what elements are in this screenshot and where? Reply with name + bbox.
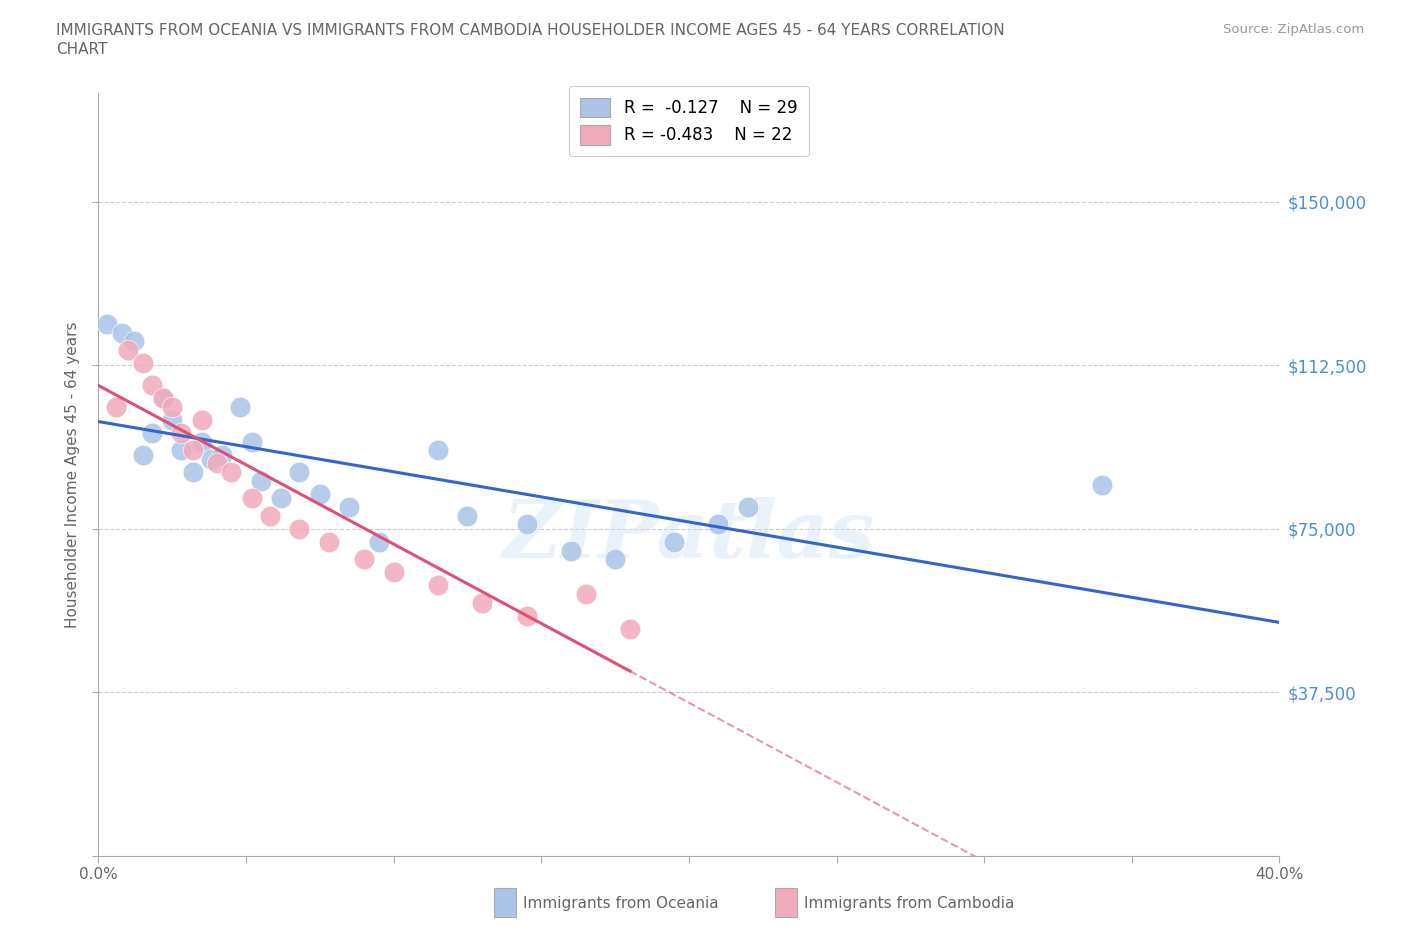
Point <box>240 491 263 506</box>
Point <box>152 391 174 405</box>
Point <box>181 443 204 458</box>
Point <box>270 491 292 506</box>
Point <box>170 443 193 458</box>
Point <box>221 465 243 480</box>
Point <box>368 535 391 550</box>
Point <box>259 509 281 524</box>
Point <box>619 621 641 636</box>
Point <box>111 326 134 340</box>
Text: ZIPatlas: ZIPatlas <box>503 497 875 574</box>
Point <box>105 399 128 414</box>
Point <box>1091 478 1114 493</box>
Point <box>560 543 582 558</box>
Point <box>141 378 163 392</box>
Point <box>117 342 139 357</box>
Text: CHART: CHART <box>56 42 108 57</box>
Point <box>132 447 155 462</box>
Point <box>707 517 730 532</box>
Point <box>170 425 193 440</box>
Point <box>339 499 361 514</box>
Point <box>200 452 222 467</box>
Point <box>132 356 155 371</box>
Text: Source: ZipAtlas.com: Source: ZipAtlas.com <box>1223 23 1364 36</box>
Point <box>122 334 145 349</box>
Point <box>318 535 340 550</box>
Text: IMMIGRANTS FROM OCEANIA VS IMMIGRANTS FROM CAMBODIA HOUSEHOLDER INCOME AGES 45 -: IMMIGRANTS FROM OCEANIA VS IMMIGRANTS FR… <box>56 23 1005 38</box>
Legend: R =  -0.127    N = 29, R = -0.483    N = 22: R = -0.127 N = 29, R = -0.483 N = 22 <box>569 86 808 156</box>
Text: Immigrants from Oceania: Immigrants from Oceania <box>523 897 718 911</box>
Point <box>181 465 204 480</box>
Point <box>605 551 627 566</box>
Point <box>162 399 183 414</box>
Point <box>664 535 686 550</box>
Point <box>457 509 479 524</box>
Point <box>191 434 214 449</box>
Point <box>152 391 174 405</box>
Point <box>737 499 759 514</box>
Point <box>309 486 332 501</box>
Point <box>516 517 538 532</box>
Point <box>96 316 118 331</box>
Point <box>288 522 311 537</box>
Point <box>288 465 311 480</box>
Point <box>382 565 405 579</box>
Point <box>191 412 214 427</box>
Point <box>353 551 375 566</box>
Point <box>427 443 450 458</box>
Point <box>240 434 263 449</box>
Point <box>516 608 538 623</box>
Point <box>211 447 233 462</box>
Point <box>162 412 183 427</box>
Text: Immigrants from Cambodia: Immigrants from Cambodia <box>804 897 1015 911</box>
Point <box>205 456 228 471</box>
Y-axis label: Householder Income Ages 45 - 64 years: Householder Income Ages 45 - 64 years <box>65 321 80 628</box>
Point <box>141 425 163 440</box>
Point <box>575 587 598 602</box>
Point <box>250 473 273 488</box>
Point <box>229 399 252 414</box>
Point <box>427 578 450 592</box>
Point <box>471 595 494 610</box>
